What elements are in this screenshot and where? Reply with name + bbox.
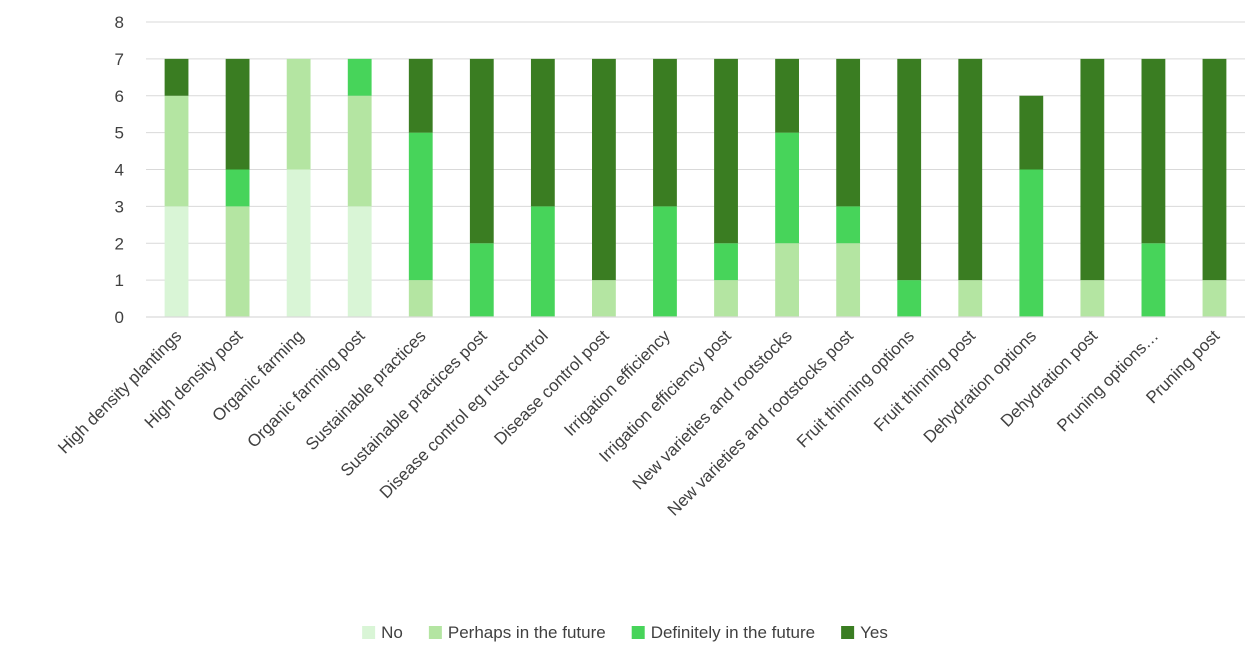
y-tick-label: 3 xyxy=(115,197,124,216)
bar-segment xyxy=(1141,243,1166,317)
bar-segment xyxy=(469,243,494,317)
bar-segment xyxy=(897,280,922,317)
y-tick-label: 0 xyxy=(115,308,124,327)
bar-segment xyxy=(958,280,983,317)
bar-segment xyxy=(836,206,861,244)
legend-item: No xyxy=(362,623,403,642)
bar-segment xyxy=(1019,169,1044,317)
legend-label: Perhaps in the future xyxy=(448,623,606,642)
bar-segment xyxy=(897,58,922,281)
y-tick-label: 2 xyxy=(115,234,124,253)
bar-segment xyxy=(836,243,861,317)
bar-segment xyxy=(286,169,311,317)
bar-segment xyxy=(958,58,983,281)
bar-segment xyxy=(408,58,433,133)
legend-label: No xyxy=(381,623,403,642)
bar-segment xyxy=(1080,280,1105,317)
bar-segment xyxy=(164,58,189,96)
bar-segment xyxy=(714,280,738,317)
bar-segment xyxy=(347,206,372,317)
bar-segment xyxy=(408,132,433,281)
legend-swatch xyxy=(841,626,855,639)
gridlines xyxy=(146,21,1245,281)
bar-segment xyxy=(225,169,250,207)
y-tick-label: 5 xyxy=(115,124,124,143)
bars xyxy=(164,58,1227,317)
bar-segment xyxy=(1080,58,1105,281)
x-tick-label: Fruit thinning options xyxy=(793,326,918,451)
legend-item: Definitely in the future xyxy=(631,623,815,642)
bar-segment xyxy=(225,58,250,170)
bar-segment xyxy=(775,132,799,244)
x-tick-label: Irrigation efficiency xyxy=(560,326,674,440)
x-tick-label: High density plantings xyxy=(54,326,185,457)
legend-item: Yes xyxy=(841,623,888,642)
bar-segment xyxy=(1019,95,1044,170)
bar-segment xyxy=(1202,280,1227,317)
y-tick-label: 6 xyxy=(115,87,124,106)
bar-segment xyxy=(347,95,372,207)
bar-segment xyxy=(530,206,555,317)
x-tick-label: Dehydration options xyxy=(920,326,1040,446)
bar-segment xyxy=(225,206,250,317)
bar-segment xyxy=(775,243,799,317)
x-tick-label: Disease control post xyxy=(490,326,613,449)
y-tick-label: 1 xyxy=(115,271,124,290)
bar-segment xyxy=(592,280,616,317)
legend-item: Perhaps in the future xyxy=(428,623,606,642)
bar-segment xyxy=(530,58,555,207)
bar-segment xyxy=(1202,58,1227,281)
bar-segment xyxy=(714,58,738,244)
legend: No Perhaps in the future Definitely in the… xyxy=(362,623,888,642)
bar-segment xyxy=(653,58,677,207)
legend-swatch xyxy=(631,626,645,639)
legend-label: Yes xyxy=(860,623,888,642)
legend-label: Definitely in the future xyxy=(651,623,815,642)
bar-segment xyxy=(592,58,616,281)
y-tick-label: 7 xyxy=(115,50,124,69)
bar-segment xyxy=(347,58,372,96)
bar-segment xyxy=(836,58,861,207)
x-tick-label: Organic farming post xyxy=(244,326,369,451)
legend-swatch xyxy=(428,626,442,639)
legend-swatch xyxy=(362,626,376,639)
bar-segment xyxy=(164,95,189,207)
y-axis-ticks: 0 1 2 3 4 5 6 7 8 xyxy=(115,13,124,327)
bar-segment xyxy=(164,206,189,317)
x-tick-label: Fruit thinning post xyxy=(870,326,979,435)
bar-segment xyxy=(1141,58,1166,244)
bar-segment xyxy=(408,280,433,317)
x-tick-label: Sustainable practices xyxy=(302,326,430,454)
x-tick-label: Pruning options… xyxy=(1053,326,1162,435)
bar-segment xyxy=(653,206,677,317)
bar-segment xyxy=(469,58,494,244)
bar-segment xyxy=(714,243,738,281)
bar-segment xyxy=(775,58,799,133)
bar-segment xyxy=(286,58,311,170)
y-tick-label: 4 xyxy=(115,161,124,180)
y-tick-label: 8 xyxy=(115,13,124,32)
